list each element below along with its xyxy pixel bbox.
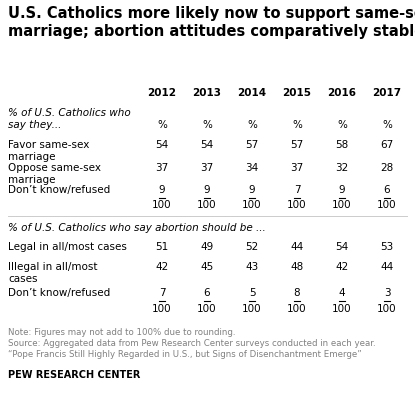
Text: 7: 7 (294, 185, 300, 195)
Text: 100: 100 (332, 200, 352, 210)
Text: 9: 9 (204, 185, 210, 195)
Text: 7: 7 (159, 288, 165, 298)
Text: 57: 57 (290, 140, 304, 150)
Text: 48: 48 (290, 262, 304, 272)
Text: 32: 32 (335, 163, 349, 173)
Text: 2015: 2015 (283, 88, 312, 98)
Text: Source: Aggregated data from Pew Research Center surveys conducted in each year.: Source: Aggregated data from Pew Researc… (8, 339, 376, 348)
Text: 44: 44 (381, 262, 393, 272)
Text: %: % (157, 120, 167, 130)
Text: 2014: 2014 (237, 88, 266, 98)
Text: %: % (202, 120, 212, 130)
Text: 6: 6 (204, 288, 210, 298)
Text: % of U.S. Catholics who: % of U.S. Catholics who (8, 108, 131, 118)
Text: Favor same-sex
marriage: Favor same-sex marriage (8, 140, 89, 162)
Text: 100: 100 (242, 200, 262, 210)
Text: 2013: 2013 (193, 88, 222, 98)
Text: 2016: 2016 (327, 88, 356, 98)
Text: 34: 34 (245, 163, 259, 173)
Text: 100: 100 (197, 200, 217, 210)
Text: Don’t know/refused: Don’t know/refused (8, 185, 110, 195)
Text: 9: 9 (249, 185, 255, 195)
Text: 43: 43 (245, 262, 259, 272)
Text: Don’t know/refused: Don’t know/refused (8, 288, 110, 298)
Text: 100: 100 (197, 304, 217, 314)
Text: 100: 100 (152, 304, 172, 314)
Text: %: % (247, 120, 257, 130)
Text: 100: 100 (287, 304, 307, 314)
Text: 2012: 2012 (147, 88, 176, 98)
Text: 9: 9 (339, 185, 345, 195)
Text: Note: Figures may not add to 100% due to rounding.: Note: Figures may not add to 100% due to… (8, 328, 235, 337)
Text: %: % (292, 120, 302, 130)
Text: 37: 37 (200, 163, 214, 173)
Text: 9: 9 (159, 185, 165, 195)
Text: 28: 28 (381, 163, 393, 173)
Text: 8: 8 (294, 288, 300, 298)
Text: 42: 42 (335, 262, 349, 272)
Text: 5: 5 (249, 288, 255, 298)
Text: %: % (337, 120, 347, 130)
Text: 100: 100 (377, 304, 397, 314)
Text: 54: 54 (155, 140, 168, 150)
Text: PEW RESEARCH CENTER: PEW RESEARCH CENTER (8, 370, 140, 380)
Text: 100: 100 (287, 200, 307, 210)
Text: 53: 53 (381, 242, 393, 252)
Text: 67: 67 (381, 140, 393, 150)
Text: 58: 58 (335, 140, 349, 150)
Text: 54: 54 (335, 242, 349, 252)
Text: 45: 45 (200, 262, 214, 272)
Text: 54: 54 (200, 140, 214, 150)
Text: %: % (382, 120, 392, 130)
Text: 4: 4 (339, 288, 345, 298)
Text: 51: 51 (155, 242, 168, 252)
Text: 57: 57 (245, 140, 259, 150)
Text: 100: 100 (242, 304, 262, 314)
Text: 100: 100 (377, 200, 397, 210)
Text: 44: 44 (290, 242, 304, 252)
Text: 52: 52 (245, 242, 259, 252)
Text: U.S. Catholics more likely now to support same-sex
marriage; abortion attitudes : U.S. Catholics more likely now to suppor… (8, 6, 415, 39)
Text: 37: 37 (155, 163, 168, 173)
Text: Oppose same-sex
marriage: Oppose same-sex marriage (8, 163, 101, 184)
Text: 100: 100 (332, 304, 352, 314)
Text: say they...: say they... (8, 120, 61, 130)
Text: Legal in all/most cases: Legal in all/most cases (8, 242, 127, 252)
Text: 2017: 2017 (372, 88, 402, 98)
Text: 42: 42 (155, 262, 168, 272)
Text: % of U.S. Catholics who say abortion should be ...: % of U.S. Catholics who say abortion sho… (8, 223, 266, 233)
Text: 37: 37 (290, 163, 304, 173)
Text: 6: 6 (384, 185, 391, 195)
Text: Illegal in all/most
cases: Illegal in all/most cases (8, 262, 98, 284)
Text: 3: 3 (384, 288, 391, 298)
Text: 49: 49 (200, 242, 214, 252)
Text: 100: 100 (152, 200, 172, 210)
Text: “Pope Francis Still Highly Regarded in U.S., but Signs of Disenchantment Emerge”: “Pope Francis Still Highly Regarded in U… (8, 350, 362, 359)
